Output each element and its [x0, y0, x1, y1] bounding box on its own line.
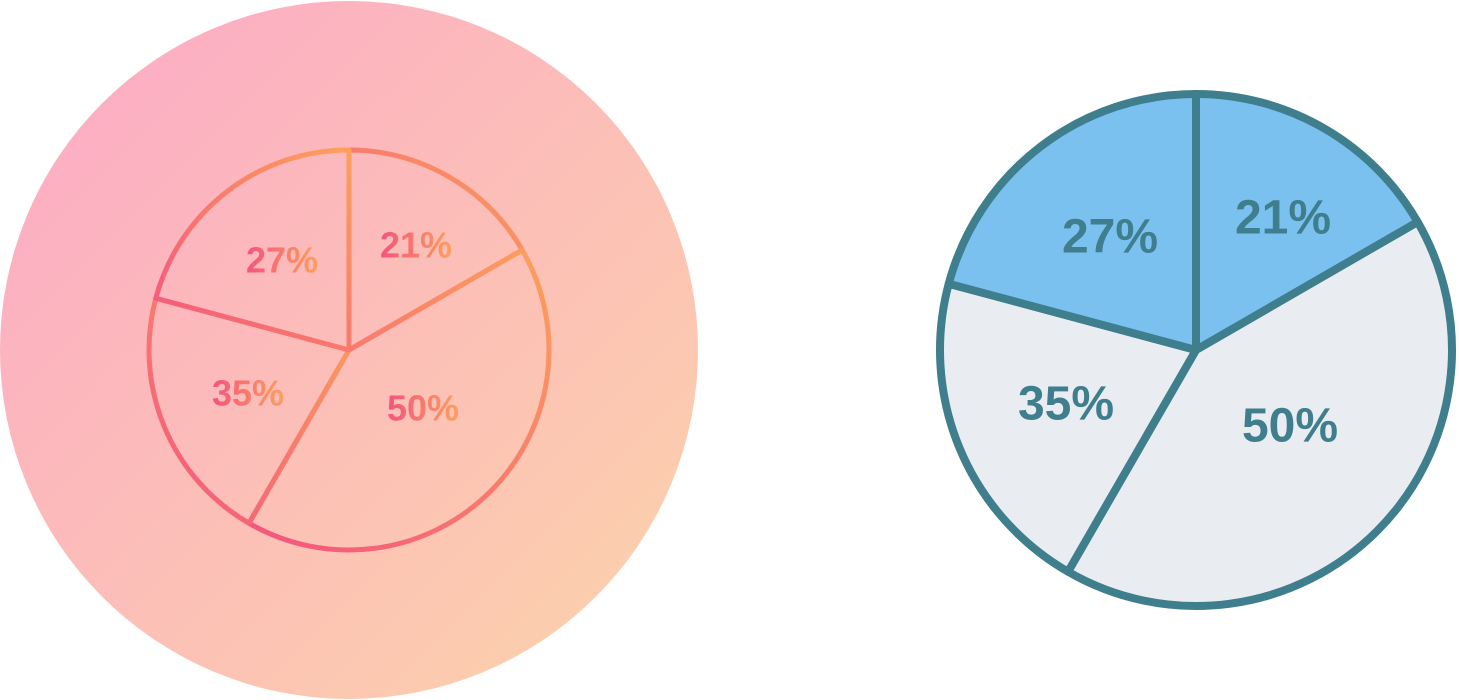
slice-label: 21% — [1235, 192, 1331, 245]
slice-label: 21% — [380, 225, 452, 266]
pie-slice-50 — [246, 247, 552, 553]
flat-pie-icon: 21% 50% 35% 27% — [936, 90, 1456, 610]
pie-slice-21 — [346, 147, 525, 353]
pie-slice-27 — [153, 147, 352, 353]
pie-slice-35 — [146, 295, 352, 526]
pie-slice-21 — [1192, 90, 1422, 354]
slice-label: 27% — [1062, 211, 1158, 264]
slice-label: 50% — [387, 388, 459, 429]
pie-slice-35 — [936, 279, 1200, 576]
pie-slice-50 — [1064, 218, 1456, 610]
slice-label: 35% — [212, 373, 284, 414]
slice-label: 50% — [1242, 400, 1338, 453]
slice-label: 27% — [246, 240, 318, 281]
slice-label: 35% — [1018, 378, 1114, 431]
gradient-pie-icon: 21% 50% 35% 27% — [0, 1, 698, 699]
pie-slice-27 — [944, 90, 1200, 354]
